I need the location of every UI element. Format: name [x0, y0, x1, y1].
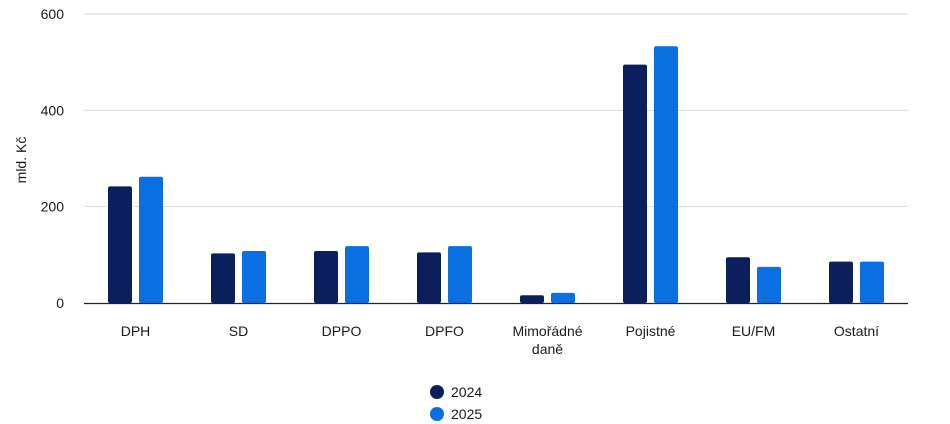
- bar-2024-5: [623, 64, 647, 303]
- bar-2025-2: [345, 246, 369, 303]
- x-category-label: EU/FM: [732, 323, 776, 339]
- bar-2024-4: [520, 295, 544, 303]
- y-tick-label: 200: [41, 199, 65, 215]
- bar-2024-6: [726, 257, 750, 303]
- y-axis-label: mld. Kč: [13, 137, 29, 184]
- bar-2025-0: [139, 176, 163, 303]
- bar-2024-0: [108, 186, 132, 303]
- x-category-label: SD: [229, 323, 248, 339]
- bar-2025-4: [551, 292, 575, 303]
- bars: [108, 46, 884, 303]
- legend: 2024 2025: [430, 384, 482, 422]
- y-axis-ticks: 0 200 400 600: [41, 6, 65, 311]
- y-tick-label: 400: [41, 102, 65, 118]
- bar-2025-1: [242, 250, 266, 303]
- bar-2024-7: [829, 261, 853, 303]
- x-category-label: Ostatní: [834, 323, 879, 339]
- x-axis-categories: DPH SD DPPO DPFO Mimořádné daně Pojistné EU/FM O…: [121, 323, 879, 357]
- y-tick-label: 0: [56, 295, 64, 311]
- x-category-label: Mimořádné: [512, 323, 582, 339]
- bar-2024-1: [211, 253, 235, 303]
- bar-2025-5: [654, 46, 678, 303]
- bar-2024-3: [417, 252, 441, 303]
- x-category-label: DPPO: [322, 323, 362, 339]
- x-category-label: daně: [532, 341, 563, 357]
- bar-2025-7: [860, 261, 884, 303]
- bar-2024-2: [314, 250, 338, 303]
- legend-swatch-2025: [430, 407, 444, 421]
- gridlines: [84, 13, 908, 208]
- x-category-label: DPFO: [425, 323, 464, 339]
- y-tick-label: 600: [41, 6, 65, 22]
- legend-label: 2024: [451, 384, 482, 400]
- legend-label: 2025: [451, 406, 482, 422]
- legend-swatch-2024: [430, 385, 444, 399]
- x-category-label: DPH: [121, 323, 151, 339]
- x-category-label: Pojistné: [626, 323, 676, 339]
- bar-2025-3: [448, 246, 472, 303]
- bar-2025-6: [757, 266, 781, 303]
